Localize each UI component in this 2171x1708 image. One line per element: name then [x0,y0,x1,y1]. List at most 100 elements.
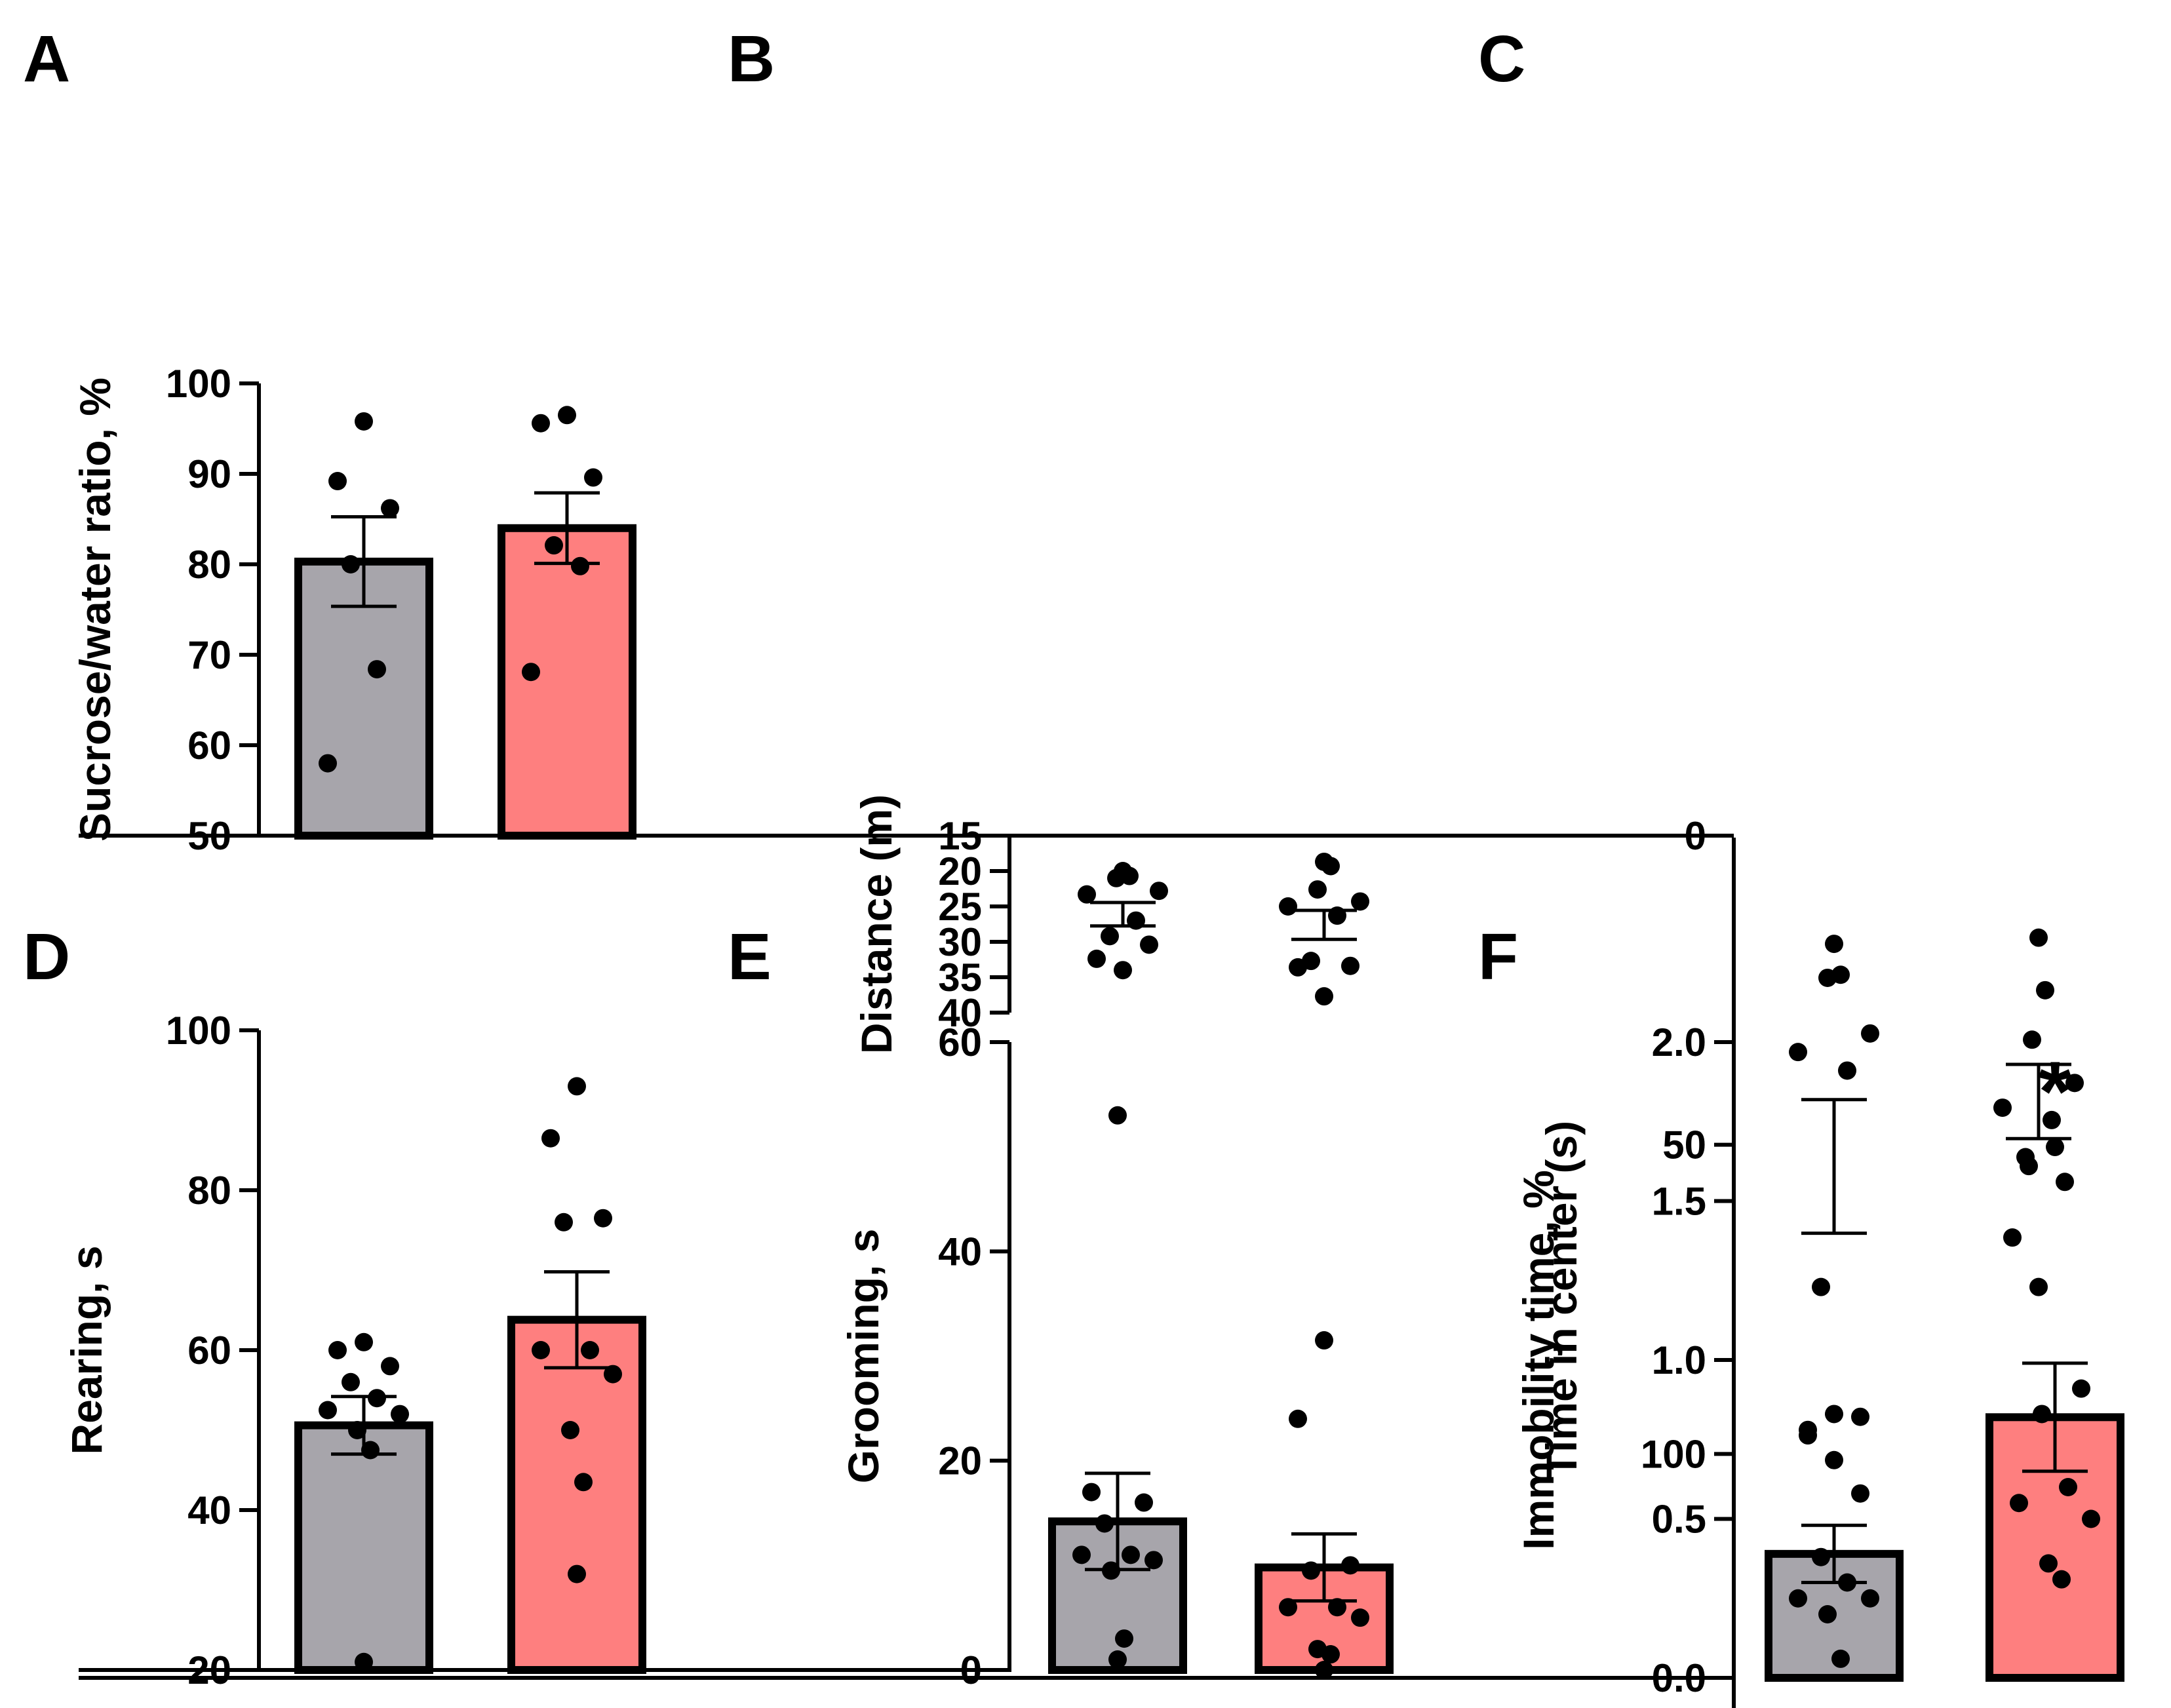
data-point [2039,1554,2058,1573]
data-point [545,536,563,555]
data-point [532,414,550,433]
panel-c: C 050100150Time in center (s) [79,22,2084,1708]
data-point [1825,935,1843,954]
y-tick-label: 0 [960,1648,982,1692]
y-tick-label: 70 [187,633,231,677]
data-point [1818,1605,1837,1623]
data-point [1861,1024,1879,1043]
y-axis-title: Immobility time, % [1514,1170,1563,1549]
y-axis-title: Distance (m) [852,794,901,1054]
data-point [2043,1110,2061,1129]
y-tick-label: 40 [187,1488,231,1532]
data-point [1102,1561,1120,1580]
data-point [1341,956,1359,975]
data-point [355,1332,373,1351]
data-point [1861,1589,1879,1608]
data-point [604,1365,622,1384]
data-point [368,660,386,679]
data-point [558,406,576,425]
panel-label-a: A [23,22,70,96]
data-point [1825,1405,1843,1424]
data-point [1082,1483,1101,1502]
data-point [1315,1661,1333,1679]
y-tick-label: 1.5 [1652,1180,1706,1224]
y-tick-label: 60 [938,1020,982,1064]
data-point [342,1372,360,1391]
data-point [1122,1545,1140,1564]
data-point [328,472,347,491]
panel-label-c: C [1478,22,1525,96]
y-tick-label: 100 [166,1009,231,1053]
y-tick-label: 2.0 [1652,1020,1706,1064]
data-point [568,1564,586,1583]
data-point [1341,1556,1359,1575]
y-tick-label: 25 [938,885,982,929]
data-point [2052,1570,2071,1589]
data-point [1279,1598,1297,1617]
data-point [1144,1551,1163,1570]
data-point [1289,1409,1307,1428]
data-point [568,1077,586,1096]
data-point [1831,1649,1850,1668]
data-point [1851,1484,1869,1503]
data-point [1315,852,1333,871]
data-point [1351,892,1369,911]
y-tick-label: 1.0 [1652,1338,1706,1382]
data-point [2036,980,2054,1000]
data-point [355,412,373,431]
data-point [1315,1331,1333,1350]
y-tick-label: 20 [938,849,982,893]
data-point [381,1357,399,1376]
data-point [594,1209,612,1228]
data-point [1135,1493,1153,1512]
data-point [584,468,602,487]
significance-marker: * [2039,1043,2072,1139]
y-tick-label: 30 [938,920,982,964]
data-point [381,499,399,518]
data-point [1150,882,1168,901]
data-point [1115,1629,1133,1648]
y-tick-label: 90 [187,452,231,496]
data-point [1072,1545,1091,1564]
data-point [342,555,360,573]
data-point [1825,1450,1843,1469]
data-point [1308,880,1327,899]
data-point [391,1405,409,1424]
data-point [532,1341,550,1359]
y-axis-title: Rearing, s [62,1245,111,1454]
bar-2 [498,524,636,840]
data-point [1812,1547,1830,1566]
y-tick-label: 0 [1685,814,1706,858]
data-point [1101,927,1119,946]
data-point [1114,862,1132,880]
data-point [1838,1061,1856,1080]
y-tick-label: 40 [938,1230,982,1273]
panel-label-e: E [728,920,772,994]
data-point [1838,1573,1856,1592]
data-point [1078,885,1096,904]
data-point [1831,965,1850,984]
data-point [2010,1494,2028,1513]
y-tick-label: 100 [166,362,231,406]
panel-label-f: F [1478,920,1518,994]
data-point [1087,949,1106,968]
data-point [2023,1030,2041,1049]
data-point [581,1341,599,1359]
data-point [319,754,337,773]
y-tick-label: 35 [938,956,982,1000]
y-tick-label: 20 [938,1439,982,1483]
data-point [1799,1420,1817,1439]
y-tick-label: 60 [187,1329,231,1372]
data-point [2003,1228,2022,1247]
data-point [1302,952,1320,971]
data-point [2082,1509,2100,1528]
y-tick-label: 60 [187,724,231,767]
y-tick-label: 100 [1641,1432,1706,1476]
y-tick-label: 40 [938,991,982,1035]
data-point [561,1421,579,1439]
